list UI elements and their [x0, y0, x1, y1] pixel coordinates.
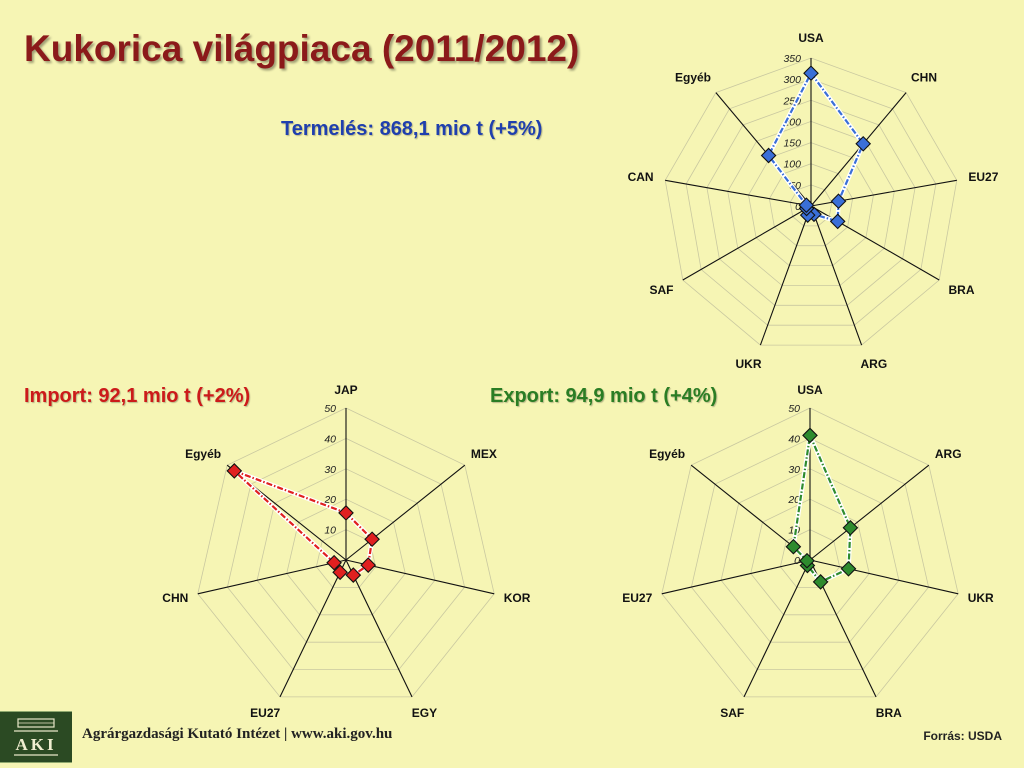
footer-source: Forrás: USDA [923, 729, 1002, 743]
import-category-kor: KOR [504, 591, 531, 605]
import-axis-chn [197, 559, 347, 595]
import-category-egyeb: Egyéb [185, 447, 221, 461]
export-point-bra [812, 574, 829, 590]
export-tick-label: 20 [787, 494, 800, 506]
import-grid-ring [256, 468, 436, 643]
export-category-arg: ARG [935, 447, 962, 461]
production-point-chn [855, 135, 872, 152]
production-grid-ring [706, 99, 916, 306]
export-point-egyeb [785, 538, 802, 555]
export-axis-ukr [809, 559, 959, 595]
import-grid-ring [226, 437, 466, 670]
export-tick-label: 50 [788, 403, 800, 415]
import-tick-label: 40 [324, 433, 336, 445]
export-category-eu27: EU27 [622, 591, 652, 605]
export-subtitle: Export: 94,9 mio t (+4%) [490, 385, 718, 407]
import-grid-ring [197, 407, 495, 698]
import-subtitle: Import: 92,1 mio t (+2%) [24, 385, 251, 407]
production-axis-arg [810, 205, 863, 346]
import-category-chn: CHN [162, 591, 188, 605]
import-series-line [233, 469, 374, 577]
export-category-usa: USA [797, 383, 823, 397]
production-tick-label: 50 [789, 180, 801, 192]
export-point-ukr [840, 560, 857, 577]
page-title: Kukorica világpiaca (2011/2012) [24, 28, 580, 69]
export-grid-ring [779, 529, 841, 588]
production-category-chn: CHN [911, 70, 937, 84]
production-category-eu27: EU27 [968, 170, 998, 184]
production-axis-saf [682, 205, 812, 281]
production-tick-label: 0 [795, 201, 801, 213]
export-tick-label: 0 [794, 555, 800, 567]
production-grid-ring [789, 184, 833, 227]
import-tick-label: 30 [324, 464, 336, 476]
import-point-egy [345, 567, 362, 583]
export-point-usa [802, 427, 818, 444]
import-category-eu27: EU27 [250, 706, 280, 720]
export-grid-ring [661, 407, 959, 698]
production-tick-label: 200 [782, 116, 801, 128]
production-tick-label: 300 [783, 74, 801, 86]
production-category-ukr: UKR [736, 357, 762, 371]
production-grid-ring [685, 78, 937, 326]
production-grid-ring [727, 120, 895, 286]
production-axis-can [665, 179, 812, 207]
export-axis-eu27 [661, 559, 811, 595]
export-category-saf: SAF [720, 706, 744, 720]
import-point-chn [326, 554, 342, 571]
production-category-can: CAN [628, 170, 654, 184]
production-grid [664, 57, 958, 346]
production-category-usa: USA [798, 31, 824, 45]
footer-organization: Agrárgazdasági Kutató Intézet | www.aki.… [82, 726, 393, 742]
production-axis-ukr [759, 205, 812, 346]
export-point-eu27 [799, 552, 815, 569]
import-axis-eu27 [279, 559, 347, 698]
production-category-bra: BRA [949, 283, 975, 297]
import-axis-mex [345, 464, 466, 561]
export-tick-label: 30 [788, 464, 800, 476]
import-point-kor [360, 557, 377, 573]
logo-text: AKI [15, 735, 56, 754]
import-point-mex [364, 531, 380, 548]
production-point-can [798, 197, 815, 214]
import-point-egyeb [226, 463, 243, 479]
import-category-egy: EGY [412, 706, 437, 720]
import-category-mex: MEX [471, 447, 497, 461]
production-point-egyeb [760, 147, 777, 164]
export-grid [661, 407, 959, 698]
production-category-arg: ARG [861, 357, 888, 371]
export-axis-arg [809, 464, 930, 561]
export-grid-ring [690, 437, 930, 670]
import-tick-label: 50 [324, 403, 336, 415]
production-tick-label: 350 [783, 53, 801, 65]
import-point-jap [338, 505, 354, 521]
import-category-jap: JAP [334, 383, 357, 397]
export-point-arg [842, 519, 859, 536]
production-grid-ring [748, 142, 874, 267]
production-point-usa [803, 65, 819, 82]
production-subtitle: Termelés: 868,1 mio t (+5%) [281, 118, 543, 140]
export-category-bra: BRA [876, 706, 902, 720]
production-point-eu27 [830, 193, 847, 210]
export-category-egyeb: Egyéb [649, 447, 685, 461]
export-grid-ring [750, 498, 870, 616]
export-axis-saf [743, 559, 811, 698]
aki-logo-graphic: AKI [14, 718, 58, 756]
export-category-ukr: UKR [968, 591, 994, 605]
production-tick-label: 150 [783, 138, 801, 150]
aki-logo: AKI [0, 711, 72, 763]
production-grid-ring [664, 57, 958, 346]
production-category-egyeb: Egyéb [675, 70, 711, 84]
export-tick-label: 40 [788, 433, 800, 445]
import-axis-egy [345, 559, 413, 698]
import-point-eu27 [332, 564, 348, 581]
import-tick-label: 10 [324, 525, 336, 537]
production-tick-label: 100 [783, 159, 801, 171]
export-grid-ring [720, 468, 900, 643]
production-point-bra [829, 213, 846, 230]
production-category-saf: SAF [650, 283, 674, 297]
